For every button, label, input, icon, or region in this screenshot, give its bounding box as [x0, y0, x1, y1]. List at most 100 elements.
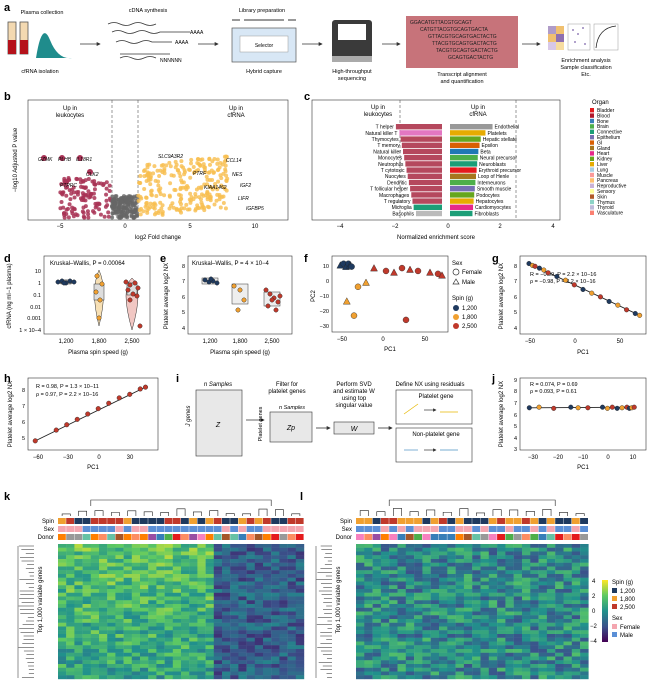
sex-annotation — [131, 526, 140, 532]
l-heat-cell — [389, 675, 398, 680]
l-heat-cell — [447, 604, 456, 608]
enrich-right-label: Interneurons — [477, 180, 506, 186]
j-xtick: 0 — [606, 455, 610, 461]
k-heat-cell — [271, 649, 280, 653]
d-xtick: 1,200 — [58, 339, 74, 345]
l-heat-cell — [563, 544, 572, 548]
sex-annotation — [414, 526, 422, 532]
l-heat-cell — [580, 585, 589, 590]
k-heat-cell — [82, 559, 91, 563]
k-heat-cell — [99, 634, 108, 638]
k-heatmap — [58, 544, 305, 680]
donor-annotation — [497, 534, 505, 540]
l-heat-cell — [364, 596, 373, 601]
k-heat-cell — [254, 611, 264, 616]
k-heat-cell — [238, 626, 247, 631]
l-heat-cell — [538, 667, 548, 672]
l-heat-cell — [505, 600, 514, 605]
poly-a-1: AAAA — [190, 30, 204, 36]
l-heat-cell — [380, 656, 390, 661]
k-heat-cell — [66, 559, 75, 563]
l-heat-cell — [447, 641, 456, 646]
sequencer-base — [332, 56, 372, 62]
k-heat-cell — [254, 634, 264, 638]
l-heat-cell — [463, 671, 473, 676]
l-heat-cell — [455, 589, 465, 593]
l-heat-cell — [580, 626, 589, 631]
l-heat-cell — [414, 619, 423, 623]
l-heat-cell — [439, 656, 448, 661]
l-heat-cell — [372, 649, 382, 653]
sex-annotation — [538, 526, 547, 532]
l-heat-cell — [563, 592, 572, 597]
l-heat-cell — [580, 656, 589, 661]
l-heat-cell — [522, 574, 531, 578]
l-heat-cell — [372, 656, 382, 661]
k-heat-cell — [279, 589, 288, 593]
h-points-point — [142, 384, 148, 390]
k-heat-cell — [271, 544, 280, 548]
k-heat-cell — [213, 581, 223, 586]
k-heat-cell — [222, 619, 231, 623]
donor-annotation — [107, 534, 115, 540]
k-heat-cell — [254, 596, 264, 601]
k-heat-cell — [74, 652, 83, 657]
spin-annotation — [181, 518, 189, 524]
k-heat-cell — [279, 652, 288, 657]
k-heat-cell — [74, 570, 83, 575]
volcano-point-leuko — [41, 155, 47, 161]
l-heat-cell — [571, 604, 581, 608]
k-heat-cell — [74, 604, 83, 608]
l-heat-cell — [505, 637, 514, 642]
k-heat-cell — [287, 577, 296, 582]
k-heat-cell — [271, 555, 280, 560]
l-heat-cell — [538, 675, 548, 680]
l-heat-cell — [356, 589, 365, 593]
l-heat-cell — [463, 637, 473, 642]
panel-b: b Up in leukocytes Up in cfRNA GZMK PLHB… — [4, 91, 289, 241]
k-heat-cell — [197, 607, 206, 612]
l-heat-cell — [405, 660, 415, 665]
volcano-point-cfrna — [142, 168, 147, 173]
l-heat-cell — [505, 652, 514, 657]
volcano-point-cfrna — [184, 202, 189, 207]
volcano-point-leuko — [95, 201, 100, 206]
l-heat-cell — [488, 656, 498, 661]
k-heat-cell — [263, 551, 272, 556]
l-heat-cell — [571, 619, 581, 623]
volcano-point-leuko — [80, 191, 85, 196]
step-etc: Etc. — [581, 72, 591, 78]
d-point — [130, 291, 136, 297]
l-heat-cell — [488, 667, 498, 672]
h-xtick: −30 — [63, 455, 74, 461]
k-heat-cell — [254, 615, 264, 620]
l-heat-cell — [571, 652, 581, 657]
k-heat-cell — [172, 634, 182, 638]
f-ytick: −10 — [320, 294, 329, 300]
volcano-point-cfrna — [173, 159, 178, 164]
k-heat-cell — [140, 570, 149, 575]
k-heat-cell — [222, 671, 231, 676]
l-heat-cell — [463, 622, 473, 627]
k-row-spin: Spin — [42, 519, 54, 525]
l-heat-cell — [463, 555, 473, 560]
l-heat-cell — [497, 619, 506, 623]
l-heat-cell — [538, 604, 548, 608]
j-points-point — [609, 404, 615, 410]
k-heat-cell — [172, 630, 182, 635]
volcano-point-cfrna — [223, 167, 228, 172]
k-heat-cell — [295, 566, 305, 571]
l-heat-cell — [414, 607, 423, 612]
k-heat-cell — [164, 637, 173, 642]
k-heat-cell — [82, 645, 91, 650]
sex-annotation — [107, 526, 115, 532]
spin-annotation — [555, 518, 564, 524]
k-heat-cell — [131, 589, 141, 593]
k-heat-cell — [123, 566, 132, 571]
k-heat-cell — [82, 566, 91, 571]
l-heat-cell — [530, 566, 539, 571]
sex-annotation — [123, 526, 132, 532]
k-heat-cell — [99, 600, 108, 605]
k-heat-cell — [279, 581, 288, 586]
enrich-left-bar — [416, 210, 442, 217]
